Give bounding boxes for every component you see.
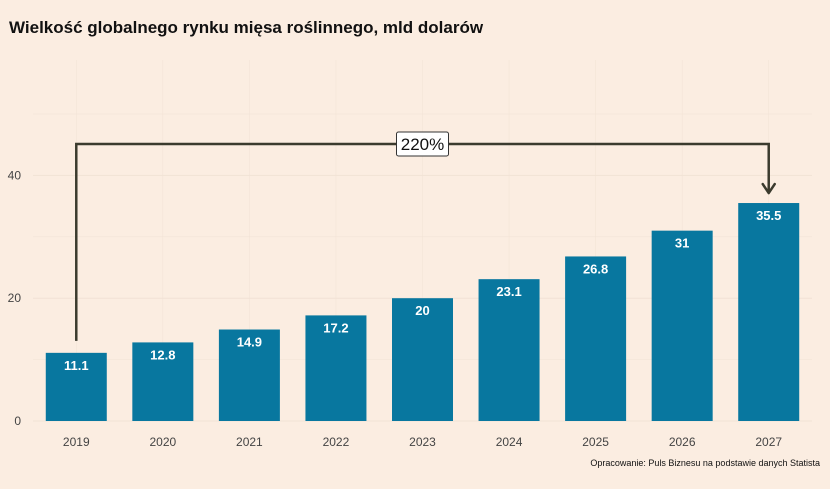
value-label-2026: 31	[675, 236, 689, 251]
x-tick-label-2020: 2020	[149, 435, 176, 449]
value-label-2021: 14.9	[237, 335, 262, 350]
value-label-2020: 12.8	[150, 347, 175, 362]
value-label-2022: 17.2	[323, 320, 348, 335]
x-tick-label-2023: 2023	[409, 435, 436, 449]
bar-2027	[738, 203, 800, 421]
value-label-2024: 23.1	[496, 284, 521, 299]
bar-2024	[478, 279, 540, 421]
bar-2023	[392, 298, 453, 421]
growth-label: 220%	[401, 135, 444, 154]
bar-2022	[305, 315, 367, 421]
y-tick-label: 20	[8, 291, 22, 305]
value-label-2023: 20	[415, 303, 429, 318]
growth-annotation: 220%	[75, 131, 776, 341]
value-label-2019: 11.1	[64, 358, 89, 373]
value-label-2025: 26.8	[583, 261, 608, 276]
x-tick-label-2027: 2027	[755, 435, 782, 449]
x-tick-label-2024: 2024	[496, 435, 523, 449]
bar-2026	[651, 230, 713, 421]
bar-2019	[45, 352, 107, 421]
x-tick-label-2022: 2022	[323, 435, 350, 449]
bars: 11.1 12.8 14.9 17.2 20 23.1 26.8 31 35.5	[45, 203, 800, 421]
chart-title: Wielkość globalnego rynku mięsa roślinne…	[9, 18, 484, 37]
x-tick-label-2019: 2019	[63, 435, 90, 449]
x-tick-label-2025: 2025	[582, 435, 609, 449]
y-tick-label: 40	[8, 168, 22, 182]
bar-2020	[132, 342, 194, 421]
arrow-head-icon	[761, 182, 776, 195]
x-tick-label-2021: 2021	[236, 435, 263, 449]
y-axis: 0 20 40	[8, 168, 22, 428]
y-tick-label: 0	[14, 414, 21, 428]
x-tick-label-2026: 2026	[669, 435, 696, 449]
bar-2025	[565, 256, 627, 421]
value-label-2027: 35.5	[756, 208, 781, 223]
growth-label-box	[396, 131, 449, 157]
x-axis: 2019 2020 2021 2022 2023 2024 2025 2026 2027	[63, 435, 782, 449]
source-caption: Opracowanie: Puls Biznesu na podstawie d…	[590, 458, 820, 468]
bar-2021	[218, 329, 280, 421]
